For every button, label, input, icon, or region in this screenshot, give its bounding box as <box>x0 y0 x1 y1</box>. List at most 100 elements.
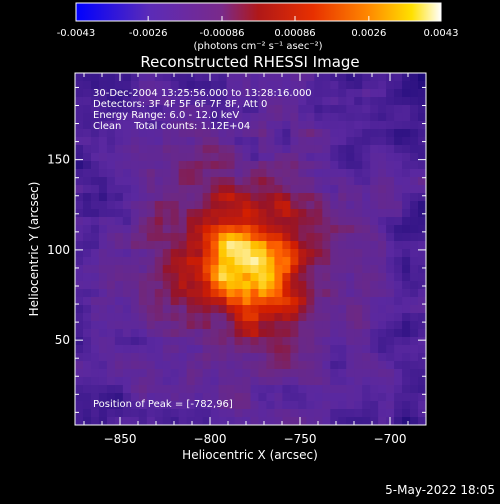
heatmap-cell <box>258 297 268 306</box>
heatmap-cell <box>258 153 268 162</box>
heatmap-cell <box>266 393 276 402</box>
heatmap-cell <box>330 257 339 266</box>
heatmap-cell <box>322 345 331 354</box>
axes-frame <box>74 72 427 426</box>
heatmap-cell <box>410 113 419 122</box>
heatmap-cell <box>290 217 299 226</box>
heatmap-cell <box>210 89 220 98</box>
heatmap-cell <box>370 185 379 194</box>
heatmap-cell <box>378 185 387 194</box>
heatmap-cell <box>290 209 299 218</box>
heatmap-cell <box>154 97 164 106</box>
heatmap-cell <box>418 217 426 226</box>
heatmap-cell <box>362 121 371 130</box>
heatmap-cell <box>322 369 331 378</box>
heatmap-cell <box>138 97 148 106</box>
heatmap-cell <box>226 321 236 330</box>
heatmap-cell <box>75 329 84 338</box>
heatmap-cell <box>130 89 140 98</box>
heatmap-cell <box>354 113 363 122</box>
heatmap-cell <box>282 137 291 146</box>
heatmap-cell <box>386 185 395 194</box>
heatmap-cell <box>258 225 268 234</box>
heatmap-cell <box>418 281 426 290</box>
heatmap-cell <box>378 321 387 330</box>
heatmap-cell <box>410 305 419 314</box>
heatmap-cell <box>346 289 355 298</box>
heatmap-cell <box>218 129 228 138</box>
heatmap-cell <box>122 73 132 82</box>
heatmap-cell <box>418 97 426 106</box>
heatmap-cell <box>75 265 84 274</box>
heatmap-cell <box>194 337 204 346</box>
heatmap-cell <box>394 273 403 282</box>
heatmap-cell <box>314 297 323 306</box>
heatmap-cell <box>242 249 252 258</box>
heatmap-cell <box>282 161 291 170</box>
heatmap-cell <box>250 273 260 282</box>
heatmap-cell <box>178 233 188 242</box>
heatmap-cell <box>290 409 299 418</box>
heatmap-cell <box>242 409 252 418</box>
heatmap-cell <box>306 353 315 362</box>
heatmap-cell <box>394 289 403 298</box>
heatmap-cell <box>410 97 419 106</box>
heatmap-cell <box>306 177 315 186</box>
heatmap-cell <box>194 193 204 202</box>
heatmap-cell <box>210 185 220 194</box>
heatmap-cell <box>90 201 100 210</box>
heatmap-cell <box>194 257 204 266</box>
heatmap-cell <box>362 241 371 250</box>
heatmap-cell <box>402 393 411 402</box>
heatmap-cell <box>306 329 315 338</box>
heatmap-cell <box>122 313 132 322</box>
heatmap-cell <box>226 361 236 370</box>
heatmap-cell <box>282 241 291 250</box>
heatmap-cell <box>234 145 244 154</box>
heatmap-cell <box>282 337 291 346</box>
heatmap-cell <box>290 257 299 266</box>
heatmap-cell <box>282 401 291 410</box>
heatmap-cell <box>186 321 196 330</box>
heatmap-cell <box>194 73 204 82</box>
heatmap-cell <box>402 369 411 378</box>
heatmap-cell <box>306 385 315 394</box>
heatmap-cell <box>362 177 371 186</box>
heatmap-cell <box>274 321 284 330</box>
heatmap-cell <box>322 193 331 202</box>
heatmap-cell <box>210 305 220 314</box>
heatmap-cell <box>274 209 284 218</box>
heatmap-cell <box>75 209 84 218</box>
heatmap-cell <box>242 217 252 226</box>
heatmap-cell <box>394 97 403 106</box>
heatmap-cell <box>266 97 276 106</box>
heatmap-cell <box>298 273 307 282</box>
heatmap-cell <box>338 417 347 425</box>
heatmap-cell <box>186 329 196 338</box>
heatmap-cell <box>402 329 411 338</box>
heatmap-cell <box>418 297 426 306</box>
heatmap-cell <box>298 337 307 346</box>
heatmap-cell <box>418 233 426 242</box>
heatmap-cell <box>170 97 180 106</box>
heatmap-cell <box>274 89 284 98</box>
heatmap-cell <box>370 89 379 98</box>
heatmap-cell <box>370 313 379 322</box>
heatmap-cell <box>386 217 395 226</box>
heatmap-cell <box>154 177 164 186</box>
heatmap-cell <box>106 129 116 138</box>
heatmap-cell <box>130 169 140 178</box>
heatmap-cell <box>210 193 220 202</box>
heatmap-cell <box>362 369 371 378</box>
heatmap-cell <box>298 353 307 362</box>
heatmap-cell <box>178 73 188 82</box>
heatmap-cell <box>250 129 260 138</box>
heatmap-cell <box>154 369 164 378</box>
heatmap-cell <box>418 361 426 370</box>
heatmap-cell <box>258 121 268 130</box>
heatmap-cell <box>162 329 172 338</box>
heatmap-cell <box>386 233 395 242</box>
heatmap-cell <box>146 169 156 178</box>
heatmap-cell <box>330 305 339 314</box>
heatmap-cell <box>370 193 379 202</box>
